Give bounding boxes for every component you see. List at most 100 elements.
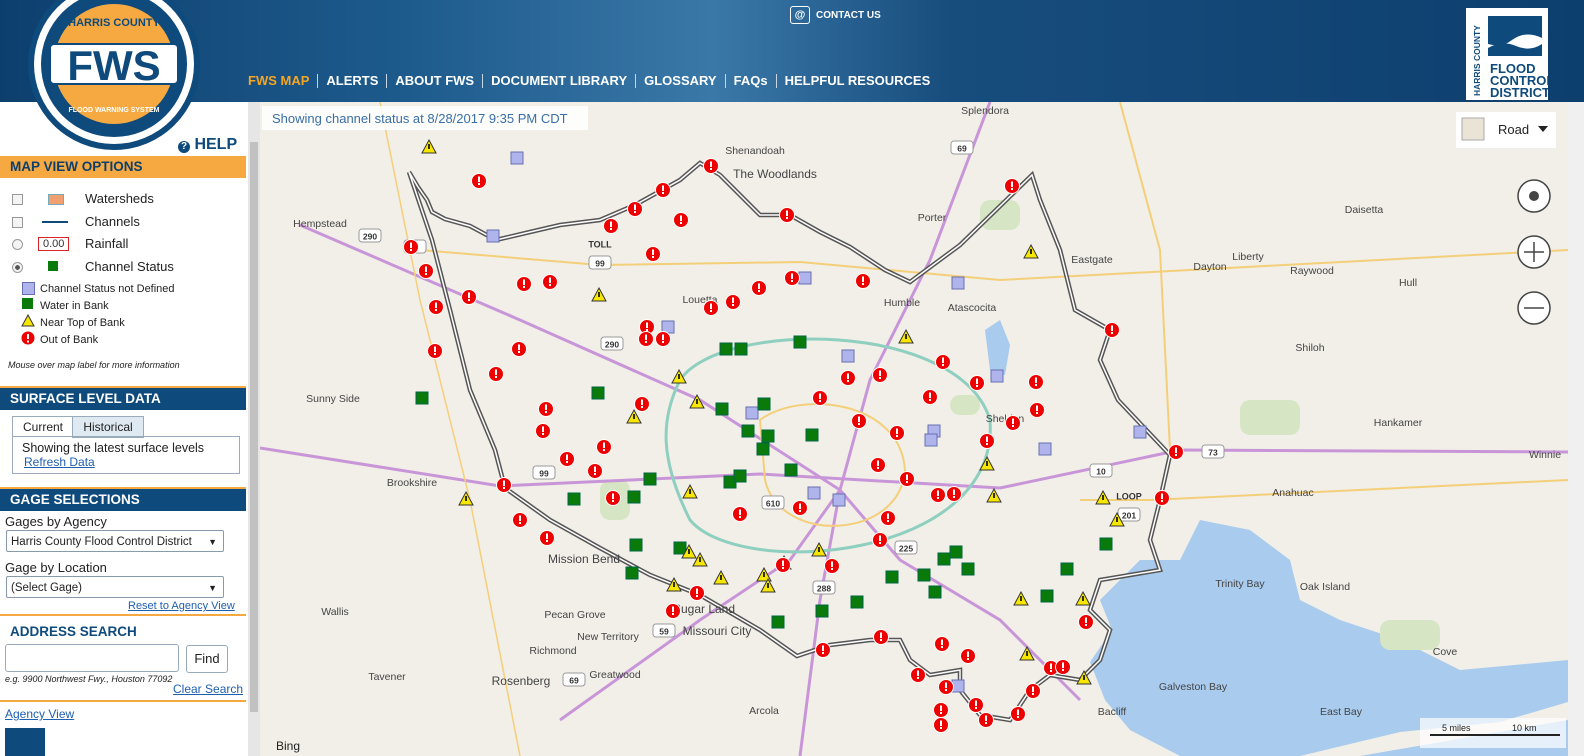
status-mark bbox=[953, 489, 955, 495]
status-mark bbox=[945, 689, 947, 691]
legend-label: Near Top of Bank bbox=[40, 317, 125, 329]
clear-link[interactable]: Clear Search bbox=[173, 682, 244, 696]
place-label: Rosenberg bbox=[492, 674, 551, 688]
road-shield bbox=[600, 336, 624, 351]
shield-label: LOOP bbox=[1116, 492, 1142, 502]
help-icon: ? bbox=[178, 141, 190, 153]
status-mark bbox=[822, 652, 824, 654]
nav-item[interactable]: GLOSSARY bbox=[635, 74, 724, 88]
status-in-bank bbox=[961, 562, 975, 576]
status-in-bank bbox=[629, 538, 643, 552]
status-mark bbox=[662, 341, 664, 343]
status-in-bank bbox=[715, 402, 729, 416]
find-button[interactable]: Find bbox=[186, 645, 228, 673]
status-in-bank bbox=[1099, 537, 1113, 551]
tab-active[interactable]: Current bbox=[12, 416, 74, 437]
status-mark bbox=[435, 309, 437, 311]
address-input[interactable] bbox=[5, 644, 179, 672]
status-mark bbox=[896, 435, 898, 437]
logo-system: FLOOD WARNING SYSTEM bbox=[69, 107, 160, 114]
radio[interactable] bbox=[12, 239, 23, 250]
nav-item[interactable]: HELPFUL RESOURCES bbox=[775, 74, 939, 88]
place-label: Anahuac bbox=[1272, 487, 1313, 499]
status-mark bbox=[1012, 425, 1014, 427]
status-mark bbox=[975, 700, 977, 706]
nav-item[interactable]: ALERTS bbox=[317, 74, 386, 88]
shield-label: 225 bbox=[899, 544, 913, 554]
status-mark bbox=[937, 497, 939, 499]
legend-icon bbox=[21, 314, 35, 327]
nav-item[interactable]: FAQs bbox=[724, 74, 776, 88]
scale-box bbox=[1420, 718, 1566, 748]
road-shield bbox=[358, 228, 382, 243]
agency-view-link[interactable]: Agency View bbox=[5, 707, 75, 721]
status-mark bbox=[434, 353, 436, 355]
status-mark bbox=[410, 249, 412, 251]
nav-item[interactable]: FWS MAP bbox=[248, 73, 310, 88]
status-mark bbox=[858, 423, 860, 425]
legend-label: Water in Bank bbox=[40, 300, 109, 312]
status-mark bbox=[862, 276, 864, 282]
divider bbox=[0, 700, 246, 702]
status-mark bbox=[1030, 249, 1032, 254]
place-label: Atascocita bbox=[948, 302, 997, 314]
nav-item[interactable]: ABOUT FWS bbox=[386, 74, 482, 88]
status-mark bbox=[696, 588, 698, 594]
field-label: Gages by Agency bbox=[5, 514, 107, 529]
legend-icon bbox=[21, 331, 35, 345]
place-label: Mission Bend bbox=[548, 552, 620, 566]
road-shield bbox=[1201, 444, 1225, 459]
status-in-bank bbox=[784, 463, 798, 477]
status-mark bbox=[862, 283, 864, 285]
status-undefined bbox=[798, 271, 812, 285]
gage-select[interactable]: (Select Gage) ▼ bbox=[6, 576, 224, 598]
status-mark bbox=[566, 461, 568, 463]
place-label: The Woodlands bbox=[733, 167, 817, 181]
logo-county: HARRIS COUNTY bbox=[68, 17, 160, 29]
shield-label: 288 bbox=[817, 584, 831, 594]
agency-select[interactable]: Harris County Flood Control District ▼ bbox=[6, 530, 224, 552]
status-undefined bbox=[990, 369, 1004, 383]
status-mark bbox=[662, 185, 664, 191]
status-mark bbox=[566, 454, 568, 460]
fws-logo[interactable]: HARRIS COUNTY FWS FLOOD WARNING SYSTEM bbox=[0, 0, 240, 160]
status-mark bbox=[940, 720, 942, 726]
status-mark bbox=[478, 183, 480, 185]
refresh-link[interactable]: Refresh Data bbox=[24, 455, 95, 469]
map-style-control[interactable]: Road bbox=[1456, 112, 1556, 148]
agency-logo bbox=[5, 728, 45, 756]
tab[interactable]: Historical bbox=[72, 416, 144, 438]
status-undefined bbox=[745, 406, 759, 420]
watershed-icon bbox=[48, 194, 64, 205]
district-logo[interactable]: HARRIS COUNTY FLOOD CONTROL DISTRICT bbox=[1466, 8, 1554, 100]
reset-link[interactable]: Reset to Agency View bbox=[128, 600, 235, 612]
tab-panel bbox=[12, 436, 240, 474]
map[interactable]: Splendora Shenandoah The Woodlands Porter Da… bbox=[260, 102, 1568, 756]
place-label: Hankamer bbox=[1374, 417, 1423, 429]
status-mark bbox=[645, 341, 647, 343]
status-undefined bbox=[1038, 442, 1052, 456]
status-mark bbox=[680, 222, 682, 224]
status-mark bbox=[917, 670, 919, 676]
status-mark bbox=[758, 290, 760, 292]
status-mark bbox=[967, 658, 969, 660]
status-mark bbox=[603, 442, 605, 448]
checkbox[interactable] bbox=[12, 194, 23, 205]
shield-label: 290 bbox=[363, 232, 377, 242]
status-mark bbox=[652, 249, 654, 255]
nav-item[interactable]: DOCUMENT LIBRARY bbox=[482, 74, 635, 88]
radio-selected[interactable] bbox=[12, 262, 23, 273]
road-shield bbox=[532, 465, 556, 480]
place-label: Trinity Bay bbox=[1215, 578, 1265, 590]
checkbox[interactable] bbox=[12, 217, 23, 228]
status-in-bank bbox=[793, 335, 807, 349]
status-undefined bbox=[832, 493, 846, 507]
status-in-bank bbox=[756, 442, 770, 456]
help-link[interactable]: ? HELP bbox=[178, 136, 237, 154]
status-in-bank bbox=[625, 566, 639, 580]
road bbox=[664, 337, 992, 554]
status-mark bbox=[1026, 651, 1028, 656]
place-label: Wallis bbox=[321, 606, 349, 618]
contact-link[interactable]: @ CONTACT US bbox=[790, 6, 881, 24]
status-mark bbox=[1017, 709, 1019, 715]
